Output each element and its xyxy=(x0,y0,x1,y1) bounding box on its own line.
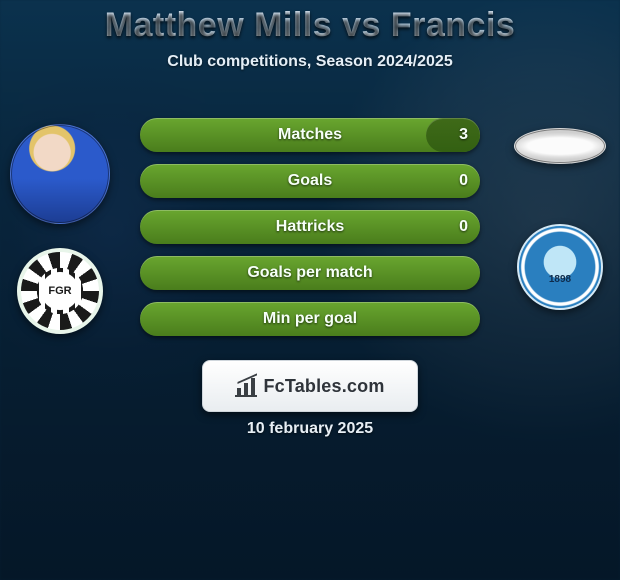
stat-bars: Matches 3 Goals 0 Hattricks 0 Goals per match M… xyxy=(140,118,480,348)
stat-bar-label: Hattricks xyxy=(276,218,344,236)
infographic-date: 10 february 2025 xyxy=(0,420,620,438)
stat-bar: Goals 0 xyxy=(140,164,480,198)
left-column xyxy=(0,120,120,334)
chart-icon xyxy=(235,375,257,397)
stat-bar-label: Matches xyxy=(278,126,342,144)
stat-bar-value-right: 0 xyxy=(459,218,468,236)
stat-bar: Min per goal xyxy=(140,302,480,336)
right-column xyxy=(500,120,620,310)
player-photo-left xyxy=(10,124,110,224)
site-name: FcTables.com xyxy=(263,376,384,397)
stat-bar: Goals per match xyxy=(140,256,480,290)
stat-bar: Hattricks 0 xyxy=(140,210,480,244)
stat-bar-label: Goals xyxy=(288,172,332,190)
stat-bar-label: Goals per match xyxy=(247,264,372,282)
club-badge-left xyxy=(17,248,103,334)
stat-bar: Matches 3 xyxy=(140,118,480,152)
page-subtitle: Club competitions, Season 2024/2025 xyxy=(0,53,620,71)
infographic: Matthew Mills vs Francis Club competitio… xyxy=(0,0,620,580)
stat-bar-label: Min per goal xyxy=(263,310,357,328)
stat-bar-fill xyxy=(426,118,480,152)
club-badge-right xyxy=(517,224,603,310)
player-photo-right xyxy=(514,128,606,164)
stat-bar-value-right: 3 xyxy=(459,126,468,144)
page-title: Matthew Mills vs Francis xyxy=(0,6,620,45)
site-logo: FcTables.com xyxy=(202,360,418,412)
stat-bar-value-right: 0 xyxy=(459,172,468,190)
